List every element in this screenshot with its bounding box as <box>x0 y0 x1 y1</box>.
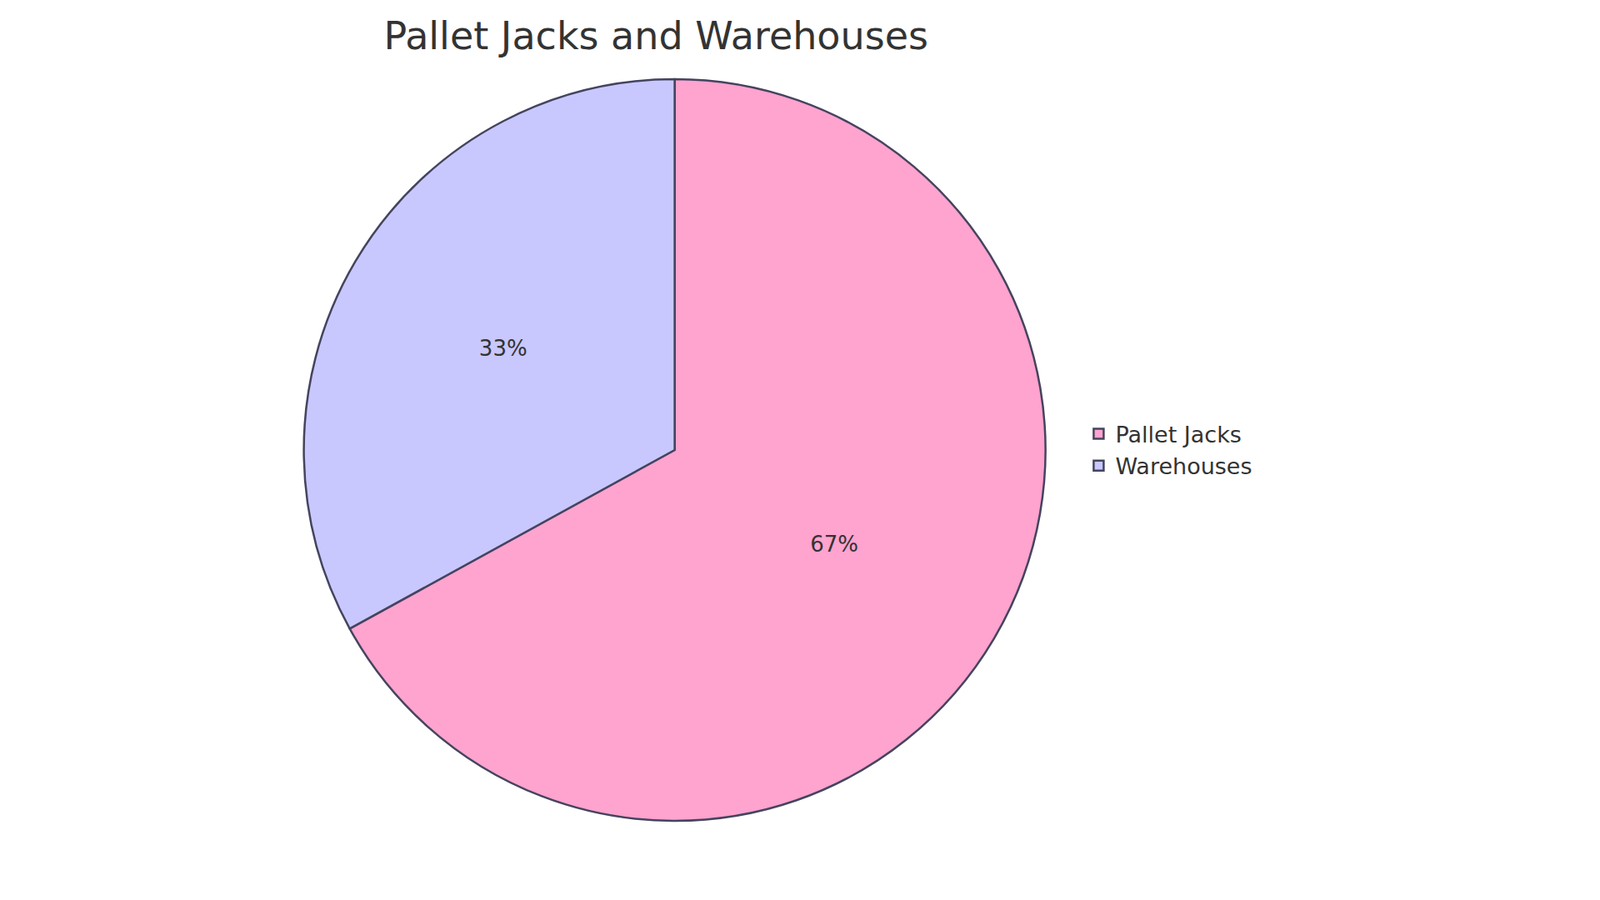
svg-text:67%: 67% <box>810 531 859 557</box>
svg-text:33%: 33% <box>479 335 528 361</box>
svg-text:Pallet Jacks: Pallet Jacks <box>1115 421 1241 448</box>
svg-text:Pallet Jacks and Warehouses: Pallet Jacks and Warehouses <box>383 13 928 59</box>
svg-text:Warehouses: Warehouses <box>1115 453 1252 480</box>
